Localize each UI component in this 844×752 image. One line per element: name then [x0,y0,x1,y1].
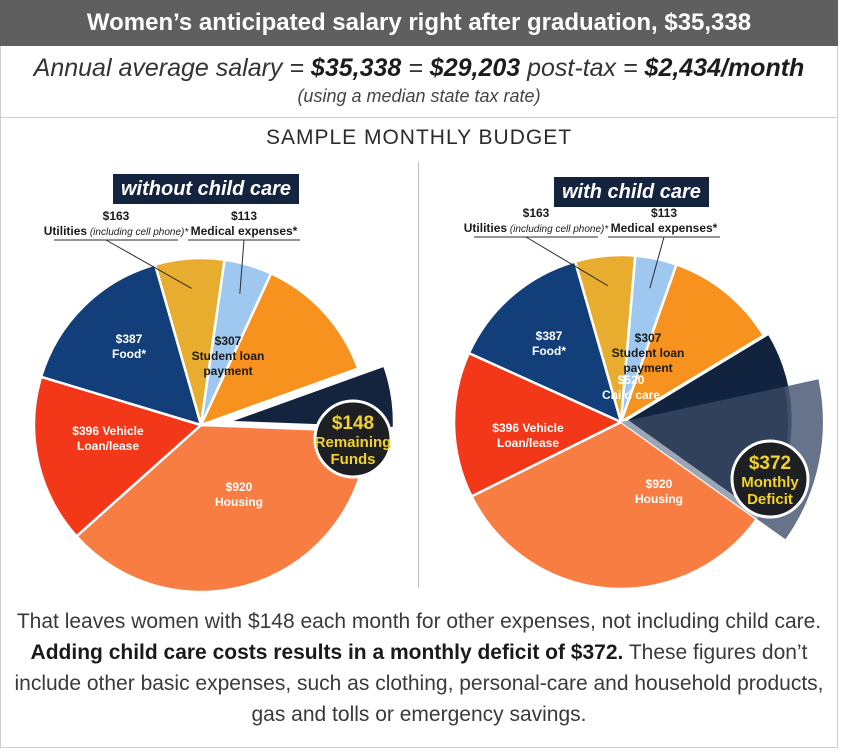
slice-label-child_care: Child care [602,388,660,402]
slice-amount-medical: $113 [231,209,257,223]
slice-amount-utilities: $163 [103,209,130,223]
pie-slice-vehicle [32,375,204,539]
leader-line-utilities [525,236,609,287]
slice-label-student_loan: Student loan [192,349,265,363]
slice-amount-food: $387 [116,332,143,346]
slice-amount-child_care: $520 [618,373,645,387]
slice-label-housing: Housing [215,495,263,509]
budget-section-title: SAMPLE MONTHLY BUDGET [265,126,573,149]
pie-slice-food [467,259,623,425]
slice-label-vehicle: Loan/lease [77,439,139,453]
slice-label2-student_loan: payment [203,364,252,378]
formula-equals: = [401,54,430,82]
chart-divider [418,162,419,588]
slice-amount-food: $387 [536,329,563,343]
slice-label-student_loan: Student loan [612,346,685,360]
pie-slice-vehicle [452,351,624,499]
slice-label-food: Food* [112,347,146,361]
callout-line1: Monthly [741,474,799,491]
formula-monthly: $2,434/month [644,54,805,82]
slice-amount-vehicle: $396 Vehicle [492,421,564,435]
pie-slice-housing [469,420,759,591]
slice-amount-student_loan: $307 [215,334,242,348]
formula-prefix: Annual average salary = [33,54,311,82]
pie-slice-housing [74,423,370,594]
slice-label-vehicle: Loan/lease [497,436,559,450]
callout-badge [730,439,810,519]
footer-line2: These figures don’t include other basic … [14,641,824,726]
salary-formula: Annual average salary = $35,338 = $29,20… [0,54,838,83]
slice-amount-medical: $113 [651,206,677,220]
chart-title-without-child-care: without child care [113,174,300,204]
slice-label-medical: Medical expenses* [191,224,298,238]
leader-line-medical [649,236,665,289]
callout-line2: Deficit [747,491,793,508]
leader-line-medical [239,239,245,294]
callout-line2: Funds [331,451,376,468]
slice-label-food: Food* [532,344,566,358]
pie-slice-student_loan [618,262,766,425]
formula-mid: post-tax = [520,54,645,82]
chart-title-with-child-care: with child care [554,177,709,207]
pie-slice-food [39,262,203,427]
header-divider [0,117,838,118]
callout-line1: Remaining [315,434,392,451]
tax-note: (using a median state tax rate) [297,86,541,106]
slice-label-utilities: Utilities (including cell phone)* [464,221,610,235]
formula-salary: $35,338 [310,54,402,82]
leader-line-utilities [105,239,192,289]
slice-label-housing: Housing [635,492,683,506]
slice-amount-housing: $920 [646,477,673,491]
pie-slice-student_loan [198,271,360,428]
slice-label2-student_loan: payment [623,361,672,375]
slice-amount-student_loan: $307 [635,331,662,345]
footer-deficit-note: Adding child care costs results in a mon… [30,641,624,664]
page-title: Women’s anticipated salary right after g… [0,0,838,46]
footer-text: That leaves women with $148 each month f… [0,606,838,730]
callout-amount: $148 [332,413,374,434]
callout-amount: $372 [749,453,791,474]
slice-label-medical: Medical expenses* [611,221,718,235]
footer-line1: That leaves women with $148 each month f… [16,610,822,633]
slice-label-utilities: Utilities (including cell phone)* [44,224,190,238]
slice-amount-utilities: $163 [523,206,550,220]
slice-amount-vehicle: $396 Vehicle [72,424,144,438]
callout-badge [313,399,393,479]
formula-posttax: $29,203 [429,54,521,82]
slice-amount-housing: $920 [226,480,253,494]
